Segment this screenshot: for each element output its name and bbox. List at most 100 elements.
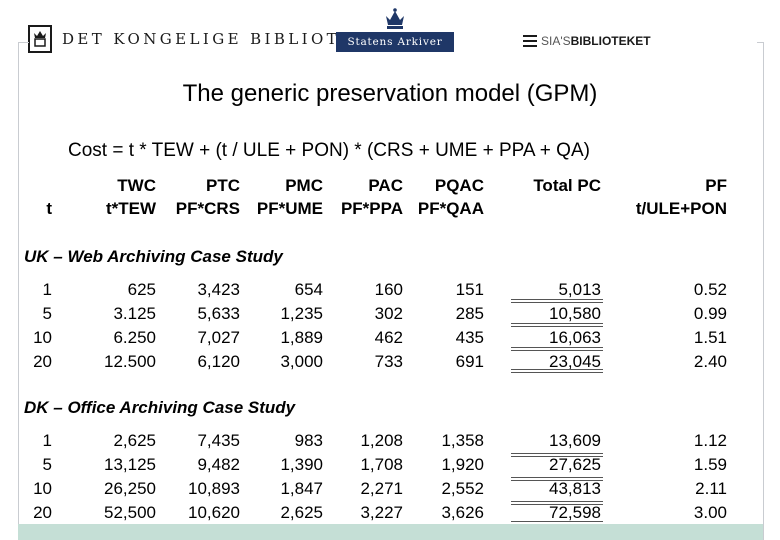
footer-band (18, 524, 763, 540)
column-header: PTC (206, 176, 240, 195)
table-cell: 0.99 (693, 304, 727, 323)
table-cell: 691 (455, 352, 484, 371)
table-cell: 285 (455, 304, 484, 323)
table-cell: 1,390 (280, 455, 323, 474)
total-column-double-rule (511, 347, 603, 351)
table-cell: 2,625 (280, 503, 323, 522)
statens-arkiver-label: Statens Arkiver (336, 32, 454, 52)
table-cell: 1,708 (360, 455, 403, 474)
table-cell: 1.12 (693, 431, 727, 450)
table-cell: 7,435 (197, 431, 240, 450)
total-column-double-rule (511, 453, 603, 457)
table-cell: 6.250 (113, 328, 156, 347)
table-cell: 462 (374, 328, 403, 347)
table-cell: 16,063 (549, 328, 601, 347)
table-cell: 1,358 (441, 431, 484, 450)
table-cell: 2,552 (441, 479, 484, 498)
kongelige-bibliotek-logo-text: DET KONGELIGE BIBLIOTEK (62, 30, 370, 48)
table-cell: 1,847 (280, 479, 323, 498)
sias-biblioteket-logo: SIA'SBIBLIOTEKET (523, 34, 651, 48)
table-cell: 1,889 (280, 328, 323, 347)
table-cell: 10,580 (549, 304, 601, 323)
table-cell: 1,208 (360, 431, 403, 450)
slide-title: The generic preservation model (GPM) (182, 80, 598, 107)
table-cell: 12.500 (104, 352, 156, 371)
table-cell: 625 (127, 280, 156, 299)
table-cell: 3,000 (280, 352, 323, 371)
column-header: PQAC (434, 176, 484, 195)
table-cell: 1,920 (441, 455, 484, 474)
book-stack-icon (523, 35, 537, 47)
column-header: Total PC (533, 176, 601, 195)
table-cell: 1.51 (693, 328, 727, 347)
table-cell: 10 (33, 328, 52, 347)
column-formula: t/ULE+PON (635, 199, 727, 218)
table-cell: 435 (455, 328, 484, 347)
kongelige-bibliotek-logo: DET KONGELIGE BIBLIOTEK (28, 25, 369, 53)
column-header: PMC (285, 176, 323, 195)
table-cell: 0.52 (693, 280, 727, 299)
table-cell: 10,620 (188, 503, 240, 522)
table-cell: 733 (374, 352, 403, 371)
table-cell: 9,482 (197, 455, 240, 474)
table-cell: 1 (42, 431, 52, 450)
table-cell: 10,893 (188, 479, 240, 498)
table-cell: 20 (33, 503, 52, 522)
statens-arkiver-logo: Statens Arkiver (336, 8, 454, 52)
table-cell: 72,598 (549, 503, 601, 522)
table-cell: 1 (42, 280, 52, 299)
table-cell: 2,271 (360, 479, 403, 498)
table-cell: 151 (455, 280, 484, 299)
column-header: PAC (368, 176, 403, 195)
table-cell: 20 (33, 352, 52, 371)
column-header: TWC (117, 176, 156, 195)
column-formula: PF*PPA (340, 199, 403, 218)
case-study-title: DK – Office Archiving Case Study (24, 398, 296, 417)
column-header: PF (705, 176, 727, 195)
table-cell: 3.125 (113, 304, 156, 323)
table-cell: 2.11 (695, 479, 727, 498)
case-study-title: UK – Web Archiving Case Study (24, 247, 283, 266)
table-cell: 3.00 (693, 503, 727, 522)
table-cell: 27,625 (549, 455, 601, 474)
table-cell: 5,633 (197, 304, 240, 323)
table-cell: 2,625 (113, 431, 156, 450)
total-column-double-rule (511, 369, 603, 373)
table-cell: 6,120 (197, 352, 240, 371)
total-column-double-rule (511, 501, 603, 505)
table-cell: 10 (33, 479, 52, 498)
table-cell: 160 (374, 280, 403, 299)
table-cell: 2.40 (693, 352, 727, 371)
table-cell: 23,045 (549, 352, 601, 371)
column-formula: PF*CRS (175, 199, 240, 218)
table-cell: 7,027 (197, 328, 240, 347)
table-cell: 5,013 (558, 280, 601, 299)
table-cell: 43,813 (549, 479, 601, 498)
column-formula: t (46, 199, 52, 218)
total-column-double-rule (511, 477, 603, 481)
table-cell: 302 (374, 304, 403, 323)
total-column-double-rule (511, 323, 603, 327)
total-column-double-rule (511, 299, 603, 303)
table-cell: 1,235 (280, 304, 323, 323)
column-formula: t*TEW (105, 199, 156, 218)
crown-icon (386, 8, 404, 29)
cost-formula: Cost = t * TEW + (t / ULE + PON) * (CRS … (68, 140, 590, 161)
table-cell: 1.59 (693, 455, 727, 474)
header-bar: DET KONGELIGE BIBLIOTEK Statens Arkiver … (0, 0, 780, 60)
royal-crest-icon (28, 25, 52, 53)
slide-frame (18, 42, 764, 540)
sia-logo-prefix: SIA'S (541, 34, 571, 48)
table-cell: 3,227 (360, 503, 403, 522)
table-cell: 5 (42, 304, 52, 323)
table-cell: 26,250 (104, 479, 156, 498)
table-cell: 5 (42, 455, 52, 474)
table-cell: 52,500 (104, 503, 156, 522)
column-formula: PF*QAA (417, 199, 484, 218)
table-cell: 983 (294, 431, 323, 450)
column-formula: PF*UME (256, 199, 323, 218)
table-cell: 13,125 (104, 455, 156, 474)
table-cell: 13,609 (549, 431, 601, 450)
table-cell: 3,423 (197, 280, 240, 299)
table-cell: 3,626 (441, 503, 484, 522)
